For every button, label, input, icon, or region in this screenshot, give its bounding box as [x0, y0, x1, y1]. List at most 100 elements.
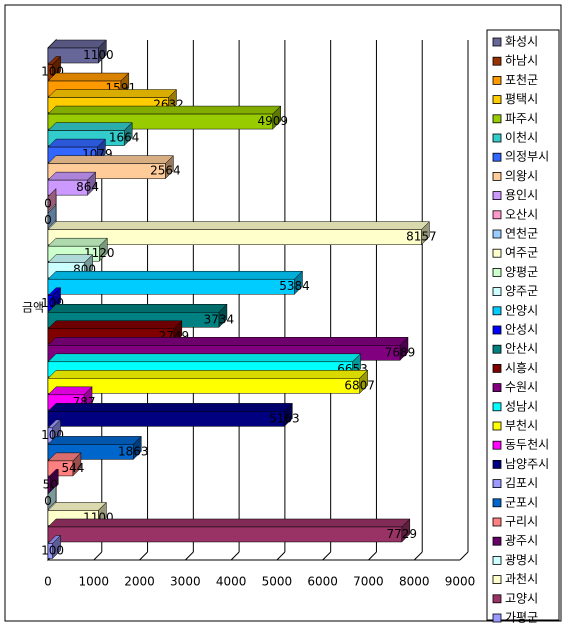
legend-swatch — [492, 325, 502, 335]
legend-label: 오산시 — [505, 207, 538, 221]
x-tick-label: 1000 — [79, 575, 110, 589]
legend-swatch — [492, 76, 502, 85]
legend-label: 김포시 — [505, 476, 538, 490]
legend-swatch — [492, 344, 502, 354]
bar-top — [47, 403, 293, 412]
data-label: 1863 — [118, 444, 149, 458]
x-tick-label: 3000 — [170, 575, 201, 589]
legend-label: 하남시 — [505, 54, 538, 68]
floor-line — [230, 551, 240, 561]
legend-swatch — [492, 440, 502, 450]
legend-label: 군포시 — [505, 495, 538, 509]
legend-swatch — [492, 229, 502, 239]
legend-label: 구리시 — [505, 515, 538, 529]
data-label: 1664 — [109, 131, 140, 145]
floor-line — [459, 551, 469, 561]
legend-swatch — [492, 248, 502, 258]
data-label: 0 — [44, 213, 52, 227]
bar — [47, 378, 360, 394]
legend-label: 이천시 — [505, 130, 538, 145]
bar-top — [47, 270, 304, 280]
x-tick-label: 4000 — [216, 575, 247, 589]
floor-line — [139, 551, 148, 561]
x-tick-label: 6000 — [307, 575, 338, 589]
data-label: 0 — [44, 494, 52, 508]
legend-swatch — [492, 95, 502, 104]
legend-swatch — [492, 210, 502, 220]
bar-side — [47, 485, 57, 510]
x-tick-label: 7000 — [353, 575, 384, 589]
legend-swatch — [492, 498, 502, 508]
legend-label: 광명시 — [505, 553, 538, 567]
legend-label: 수원시 — [505, 380, 538, 394]
axis-label: 금액 — [22, 301, 44, 315]
bar-top — [47, 502, 107, 511]
bar — [47, 477, 51, 493]
legend-swatch — [492, 459, 502, 469]
bar-top — [47, 138, 106, 148]
legend-swatch — [492, 479, 502, 489]
bar-top — [47, 518, 411, 528]
legend-label: 성남시 — [505, 399, 538, 413]
floor-line — [413, 551, 423, 561]
legend-swatch — [492, 171, 502, 181]
legend-label: 양주군 — [505, 284, 538, 298]
legend-label: 화성시 — [505, 35, 538, 49]
bar-top — [47, 337, 409, 346]
data-label: 5384 — [279, 279, 310, 293]
legend-label: 과천시 — [505, 571, 538, 586]
legend-label: 부천시 — [505, 418, 538, 433]
legend-swatch — [492, 363, 502, 373]
legend-label: 연천군 — [505, 226, 538, 241]
legend-label: 시흥시 — [505, 361, 538, 375]
x-tick-label: 8000 — [399, 575, 430, 589]
floor-line — [322, 551, 332, 561]
legend-swatch — [492, 594, 502, 604]
bar-top — [47, 39, 107, 49]
legend-label: 광주시 — [505, 534, 538, 548]
data-label: 7729 — [387, 527, 418, 541]
legend-label: 남양주시 — [505, 457, 549, 471]
data-label: 5163 — [269, 411, 300, 425]
legend-label: 의왕시 — [505, 169, 538, 183]
bar-top — [47, 436, 142, 445]
data-label: 2564 — [150, 164, 181, 178]
floor-line — [93, 551, 103, 561]
legend-label: 안산시 — [505, 342, 538, 356]
legend-label: 포천군 — [505, 72, 538, 87]
legend-label: 용인시 — [505, 188, 538, 202]
legend-swatch — [492, 383, 502, 393]
data-label: 544 — [61, 461, 84, 475]
x-tick-label: 0 — [44, 575, 52, 589]
data-label: 3734 — [204, 312, 235, 326]
legend-label: 파주시 — [505, 111, 538, 125]
legend-label: 안양시 — [505, 303, 538, 317]
data-label: 1100 — [83, 48, 114, 62]
legend-label: 의정부시 — [505, 150, 549, 164]
bar-top — [47, 370, 369, 379]
legend-label: 양평군 — [505, 265, 538, 279]
bar — [47, 526, 403, 543]
data-label: 6807 — [344, 378, 375, 392]
bar-side — [47, 188, 57, 213]
data-label: 7689 — [385, 345, 416, 359]
legend-swatch — [492, 152, 502, 162]
legend-swatch — [492, 133, 502, 143]
data-label: 4909 — [257, 114, 288, 128]
bar — [47, 543, 53, 559]
bar-top — [47, 304, 228, 313]
legend-label: 여주군 — [505, 246, 538, 260]
data-label: 0 — [44, 197, 52, 211]
legend-swatch — [492, 267, 502, 277]
legend-swatch — [492, 421, 502, 431]
legend-swatch — [492, 287, 502, 297]
bar-top — [47, 105, 282, 115]
floor-line — [276, 551, 286, 561]
data-label: 100 — [41, 543, 64, 557]
floor-line — [184, 551, 194, 561]
data-label: 864 — [76, 180, 99, 194]
x-tick-label: 2000 — [124, 575, 155, 589]
bar — [47, 411, 285, 427]
x-tick-label: 9000 — [445, 575, 476, 589]
